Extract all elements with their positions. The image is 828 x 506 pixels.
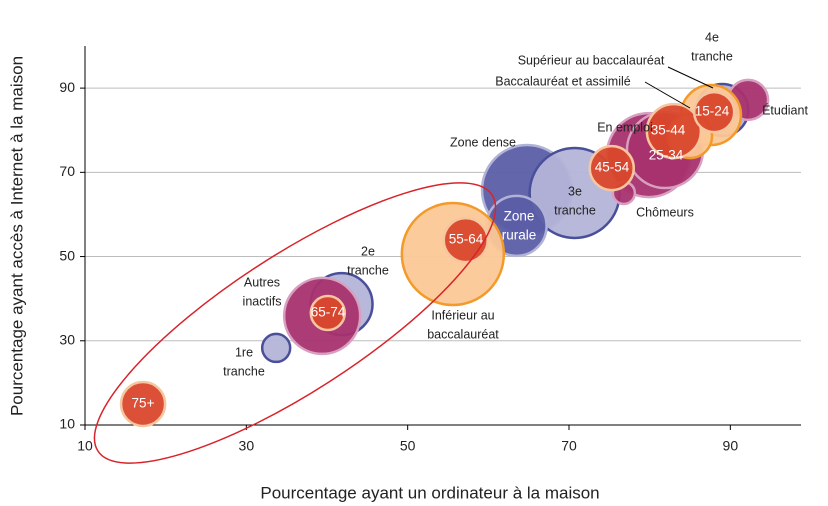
bubble-label: 1re [235, 345, 253, 359]
bubble-label: Supérieur au baccalauréat [518, 53, 665, 67]
bubble-label: 75+ [132, 396, 155, 411]
chart: 10 30 50 70 90 10 30 50 70 90 Zone dense 3e tranche… [0, 0, 828, 506]
bubble-label: 15-24 [695, 104, 730, 119]
bubble-label: tranche [347, 263, 389, 277]
y-axis-title: Pourcentage ayant accès à Internet à la … [7, 56, 26, 416]
y-tick-label: 50 [59, 247, 75, 263]
y-tick-label: 90 [59, 79, 75, 95]
y-tick-label: 30 [59, 331, 75, 347]
bubble-label: Inférieur au [431, 308, 494, 322]
bubble-label: inactifs [243, 294, 282, 308]
bubble-label: 35-44 [651, 123, 686, 138]
x-tick-label: 50 [400, 438, 416, 454]
x-tick-label: 10 [77, 438, 93, 454]
bubble-label: 55-64 [449, 232, 484, 247]
bubble-label: 45-54 [595, 160, 630, 175]
y-tick-label: 70 [59, 163, 75, 179]
bubble-label: Baccalauréat et assimilé [495, 74, 631, 88]
leader-line [668, 67, 713, 88]
bubble-label: tranche [691, 49, 733, 63]
x-tick-label: 70 [561, 438, 577, 454]
bubble-label: 4e [705, 30, 719, 44]
x-axis-title: Pourcentage ayant un ordinateur à la mai… [260, 483, 599, 502]
x-tick-label: 90 [723, 438, 739, 454]
bubble-label: Autres [244, 275, 280, 289]
bubble-label: Zone [504, 209, 535, 224]
bubble [262, 334, 290, 362]
bubble-label: 25-34 [649, 148, 684, 163]
bubble-label: 65-74 [311, 305, 346, 320]
bubble-label: tranche [223, 364, 265, 378]
bubble-label: tranche [554, 203, 596, 217]
bubble-label: En emploi [597, 120, 653, 134]
x-tick-label: 30 [239, 438, 255, 454]
bubble-label: 3e [568, 184, 582, 198]
bubble-label: baccalauréat [427, 327, 499, 341]
bubble-label: 2e [361, 244, 375, 258]
bubble-label: rurale [502, 228, 537, 243]
bubble-label: Étudiant [762, 102, 808, 117]
bubble-label: Chômeurs [636, 205, 694, 219]
bubble-label: Zone dense [450, 135, 516, 149]
y-tick-label: 10 [59, 416, 75, 432]
